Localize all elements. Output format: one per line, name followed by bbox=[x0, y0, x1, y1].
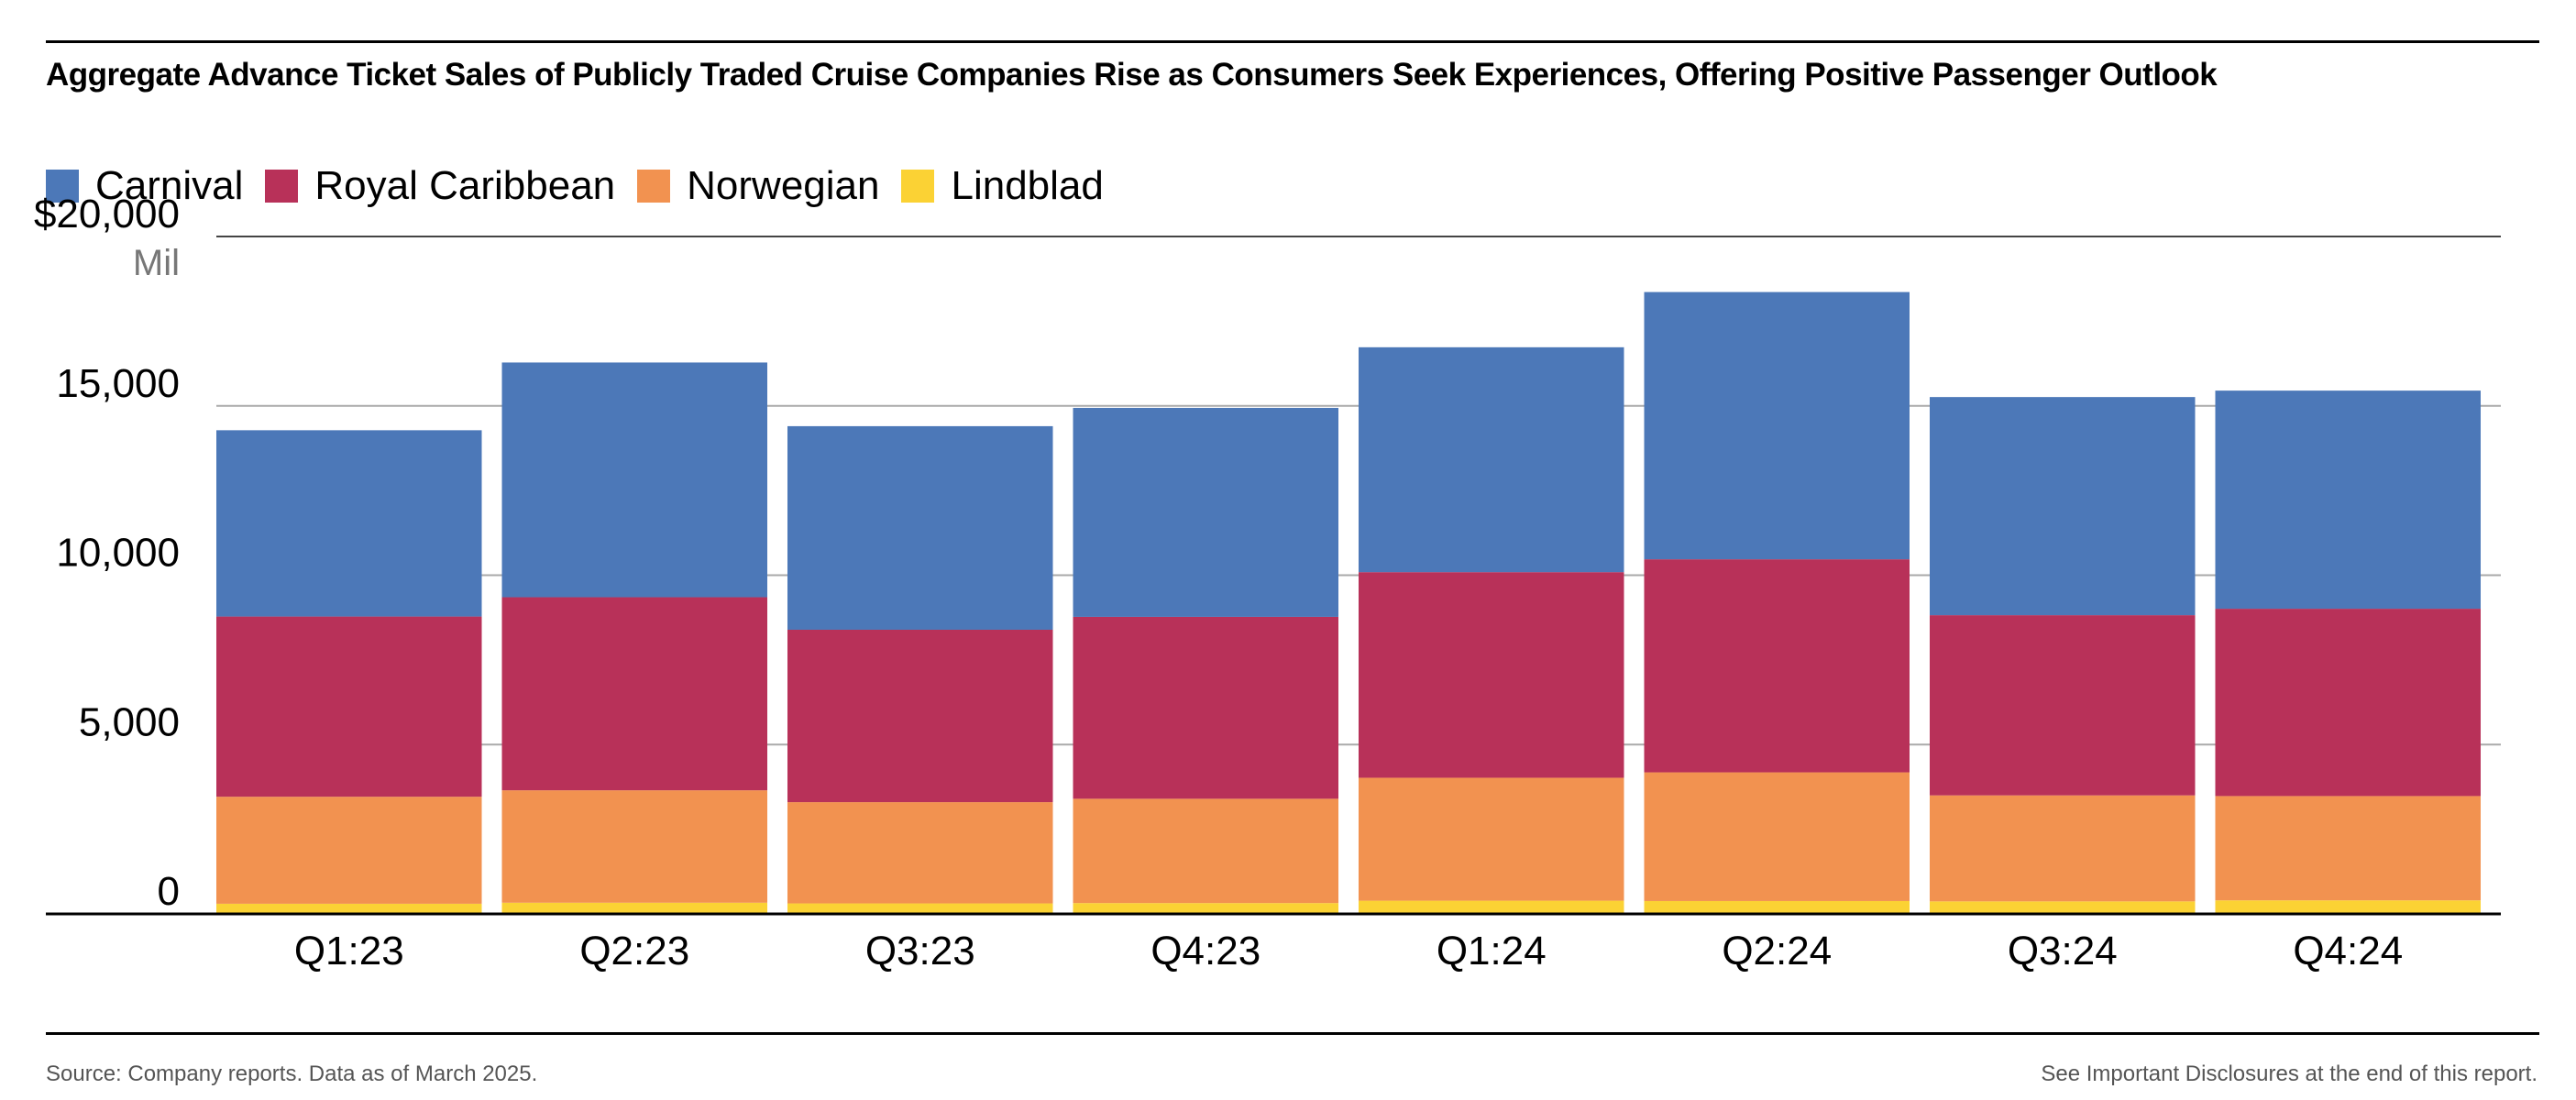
bar-segment-norwegian bbox=[2215, 796, 2481, 901]
bar-segment-royal-caribbean bbox=[2215, 609, 2481, 797]
x-tick-label: Q1:24 bbox=[1437, 929, 1547, 974]
bar-segment-norwegian bbox=[501, 790, 767, 903]
legend-label: Norwegian bbox=[687, 163, 880, 208]
x-tick-label: Q3:24 bbox=[2008, 929, 2118, 974]
bar-segment-lindblad bbox=[501, 902, 767, 914]
legend-swatch bbox=[265, 170, 299, 203]
legend-swatch bbox=[901, 170, 935, 203]
legend-item-carnival: Carnival bbox=[46, 163, 243, 209]
y-tick-label: 10,000 bbox=[56, 531, 180, 576]
x-tick-label: Q4:23 bbox=[1150, 929, 1260, 974]
bar-segment-carnival bbox=[2215, 390, 2481, 610]
bar-segment-royal-caribbean bbox=[216, 616, 482, 798]
x-tick-label: Q3:23 bbox=[865, 929, 975, 974]
bar-segment-royal-caribbean bbox=[1073, 616, 1338, 799]
bar-segment-lindblad bbox=[1930, 901, 2196, 914]
y-tick-label: 15,000 bbox=[56, 361, 180, 406]
bar-segment-norwegian bbox=[1644, 772, 1910, 901]
legend-item-norwegian: Norwegian bbox=[637, 163, 879, 209]
bar-segment-royal-caribbean bbox=[1359, 572, 1624, 778]
bar-segment-carnival bbox=[1930, 397, 2196, 616]
y-unit-label: Mil bbox=[133, 243, 180, 283]
legend-item-lindblad: Lindblad bbox=[901, 163, 1104, 209]
bar-segment-carnival bbox=[501, 362, 767, 598]
bar-segment-norwegian bbox=[1930, 795, 2196, 902]
y-tick-label: 5,000 bbox=[79, 699, 180, 744]
bar-segment-royal-caribbean bbox=[1930, 615, 2196, 796]
legend-label: Royal Caribbean bbox=[314, 163, 616, 208]
x-tick-label: Q4:24 bbox=[2293, 929, 2403, 974]
bar-segment-royal-caribbean bbox=[501, 597, 767, 791]
top-rule bbox=[46, 40, 2539, 43]
bar-segment-norwegian bbox=[787, 802, 1053, 904]
bottom-rule bbox=[46, 1032, 2539, 1035]
bar-segment-carnival bbox=[1359, 346, 1624, 573]
legend-label: Carnival bbox=[95, 163, 244, 208]
bar-segment-lindblad bbox=[1359, 900, 1624, 914]
legend-swatch bbox=[637, 170, 671, 203]
x-tick-label: Q2:24 bbox=[1722, 929, 1832, 974]
bar-segment-lindblad bbox=[1073, 903, 1338, 914]
bar-segment-lindblad bbox=[1644, 900, 1910, 914]
x-tick-label: Q2:23 bbox=[579, 929, 689, 974]
bar-segment-royal-caribbean bbox=[1644, 559, 1910, 773]
chart-title: Aggregate Advance Ticket Sales of Public… bbox=[46, 57, 2218, 93]
bar-segment-lindblad bbox=[787, 903, 1053, 914]
bar-segment-carnival bbox=[216, 430, 482, 617]
bar-segment-lindblad bbox=[2215, 900, 2481, 914]
bar-segment-lindblad bbox=[216, 903, 482, 914]
disclosure-note: See Important Disclosures at the end of … bbox=[2041, 1062, 2537, 1086]
bar-segment-carnival bbox=[1073, 407, 1338, 617]
source-note: Source: Company reports. Data as of Marc… bbox=[46, 1062, 538, 1086]
y-tick-label: 0 bbox=[158, 869, 180, 914]
y-tick-label: $20,000 bbox=[34, 192, 180, 236]
bar-segment-carnival bbox=[1644, 292, 1910, 560]
legend-label: Lindblad bbox=[951, 163, 1104, 208]
legend: Carnival Royal Caribbean Norwegian Lindblad bbox=[46, 163, 1126, 209]
bar-segment-norwegian bbox=[1359, 777, 1624, 901]
bar-segment-norwegian bbox=[216, 797, 482, 904]
x-tick-label: Q1:23 bbox=[294, 929, 404, 974]
legend-swatch bbox=[46, 170, 79, 203]
bar-segment-norwegian bbox=[1073, 798, 1338, 904]
bar-segment-royal-caribbean bbox=[787, 629, 1053, 803]
legend-item-royal-caribbean: Royal Caribbean bbox=[265, 163, 615, 209]
bar-segment-carnival bbox=[787, 425, 1053, 630]
